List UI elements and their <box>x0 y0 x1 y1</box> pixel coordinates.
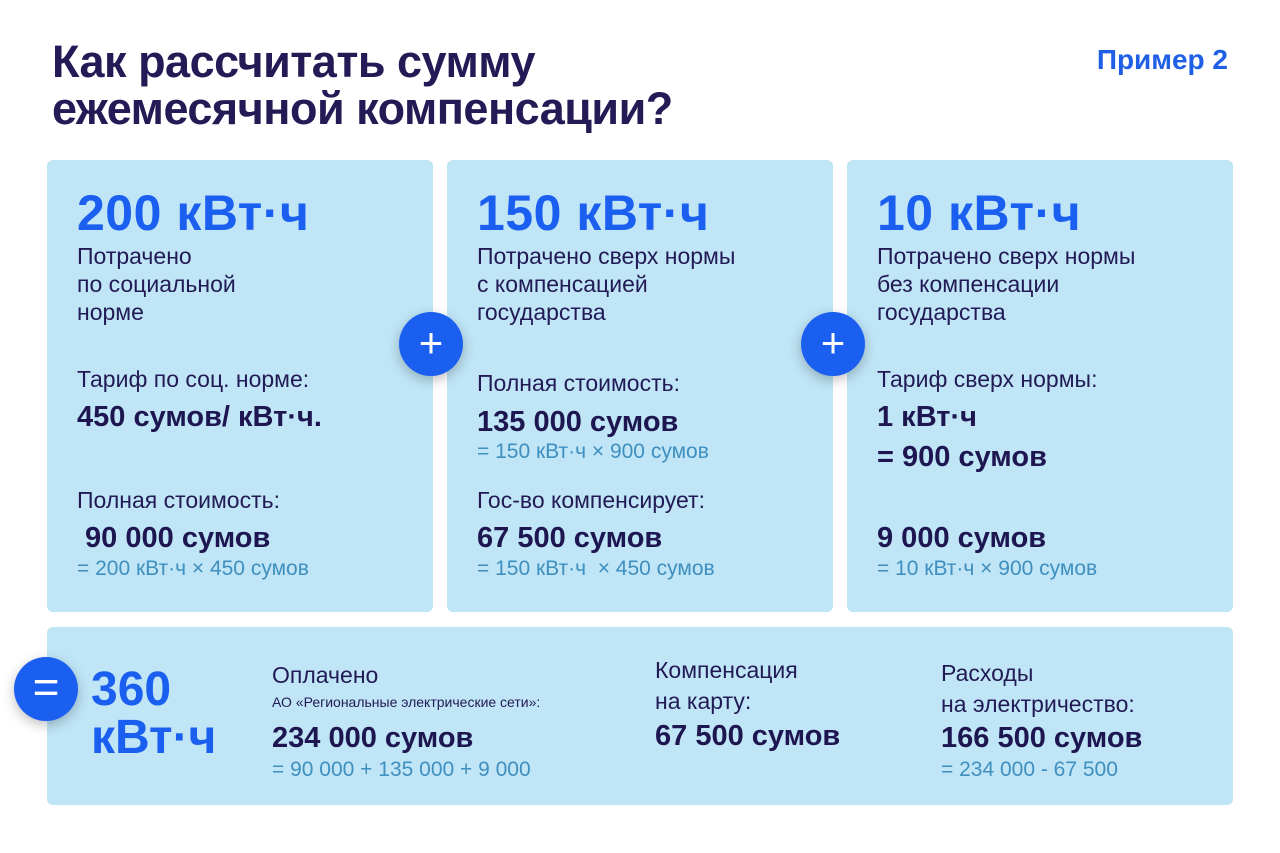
expense-value: 166 500 сумов <box>941 722 1143 754</box>
card-description: Потрачено по социальной норме <box>77 243 236 325</box>
example-label: Пример 2 <box>1096 44 1228 75</box>
card-social-norm: 200 кВт·ч Потрачено по социальной норме … <box>47 160 433 612</box>
card-compensated: 150 кВт·ч Потрачено сверх нормы с компен… <box>447 160 833 612</box>
plus-operator-2: + <box>801 312 865 376</box>
tariff-label: Тариф сверх нормы: <box>877 366 1098 392</box>
card-amount: 200 кВт·ч <box>77 185 310 241</box>
cost-value: 90 000 сумов <box>77 522 271 554</box>
cost-value: 135 000 сумов <box>477 406 679 438</box>
equals-operator: = <box>14 657 78 721</box>
tariff-value: 1 кВт·ч = 900 сумов <box>877 401 1047 473</box>
compensation-label: Гос-во компенсирует: <box>477 487 705 513</box>
cost-value: 9 000 сумов <box>877 522 1047 554</box>
compensation-value: 67 500 сумов <box>477 522 663 554</box>
title-line-1: Как рассчитать сумму <box>52 36 536 87</box>
cost-formula: = 200 кВт·ч × 450 сумов <box>77 557 309 580</box>
cost-label: Полная стоимость: <box>477 370 681 396</box>
expense-label: Расходы на электричество: <box>941 660 1135 717</box>
expense-formula: = 234 000 - 67 500 <box>941 758 1118 781</box>
paid-value: 234 000 сумов <box>272 722 474 754</box>
paid-label: Оплачено <box>272 662 379 688</box>
summary-panel <box>47 627 1233 805</box>
total-amount: 360 кВт·ч <box>91 663 217 764</box>
page-title: Как рассчитать сумму ежемесячной компенс… <box>52 38 832 132</box>
cost-label: Полная стоимость: <box>77 487 281 513</box>
paid-formula: = 90 000 + 135 000 + 9 000 <box>272 758 531 781</box>
cost-formula: = 150 кВт·ч × 900 сумов <box>477 440 709 463</box>
cost-formula: = 10 кВт·ч × 900 сумов <box>877 557 1098 580</box>
card-amount: 150 кВт·ч <box>477 185 710 241</box>
compensation-formula: = 150 кВт·ч × 450 сумов <box>477 557 715 580</box>
card-uncompensated: 10 кВт·ч Потрачено сверх нормы без компе… <box>847 160 1233 612</box>
card-description: Потрачено сверх нормы без компенсации го… <box>877 243 1136 325</box>
card-amount: 10 кВт·ч <box>877 185 1082 241</box>
compensation-card-label: Компенсация на карту: <box>655 657 798 714</box>
title-line-2: ежемесячной компенсации? <box>52 83 673 134</box>
compensation-card-value: 67 500 сумов <box>655 720 841 752</box>
paid-sublabel: АО «Региональные электрические сети»: <box>272 694 541 710</box>
tariff-label: Тариф по соц. норме: <box>77 366 310 392</box>
plus-operator-1: + <box>399 312 463 376</box>
tariff-value: 450 сумов/ кВт·ч. <box>77 401 322 433</box>
card-description: Потрачено сверх нормы с компенсацией гос… <box>477 243 736 325</box>
